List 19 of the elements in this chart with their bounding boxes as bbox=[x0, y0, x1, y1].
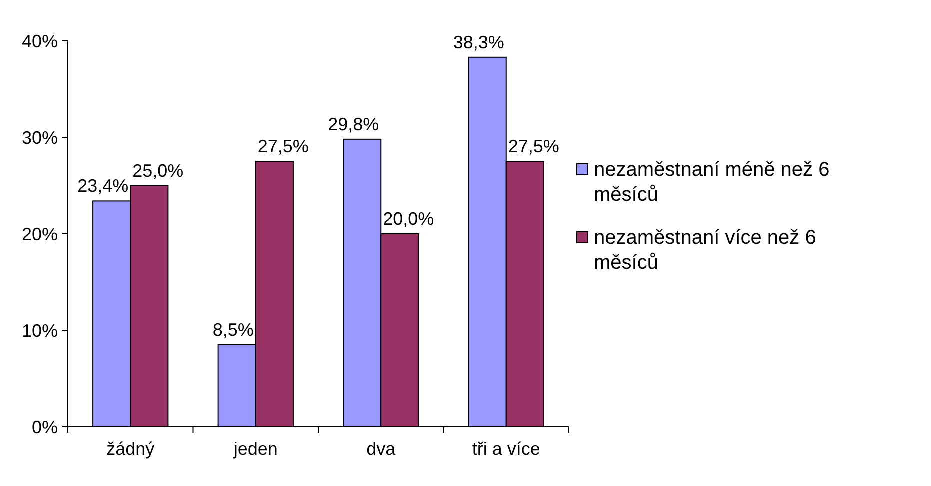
data-label: 38,3% bbox=[453, 32, 504, 52]
x-tick-label: žádný bbox=[106, 439, 155, 459]
data-label: 25,0% bbox=[132, 160, 184, 181]
x-tick-label: dva bbox=[366, 439, 397, 459]
legend-label: nezaměstnaní méně než 6 měsíců bbox=[594, 159, 830, 206]
y-tick-label: 40% bbox=[22, 31, 58, 52]
data-label: 20,0% bbox=[383, 209, 434, 229]
data-label: 8,5% bbox=[212, 320, 254, 340]
x-tick-label: jeden bbox=[232, 439, 278, 459]
y-tick-label: 30% bbox=[22, 128, 58, 148]
data-label: 29,8% bbox=[328, 114, 380, 134]
y-tick-label: 20% bbox=[22, 224, 58, 244]
data-label: 23,4% bbox=[78, 176, 129, 196]
y-tick-label: 0% bbox=[32, 417, 58, 438]
legend-label: nezaměstnaní více než 6 měsíců bbox=[594, 227, 816, 274]
y-tick-label: 10% bbox=[22, 320, 58, 341]
data-label: 27,5% bbox=[258, 136, 309, 157]
x-tick-label: tři a více bbox=[472, 439, 540, 459]
data-label: 27,5% bbox=[508, 136, 560, 157]
